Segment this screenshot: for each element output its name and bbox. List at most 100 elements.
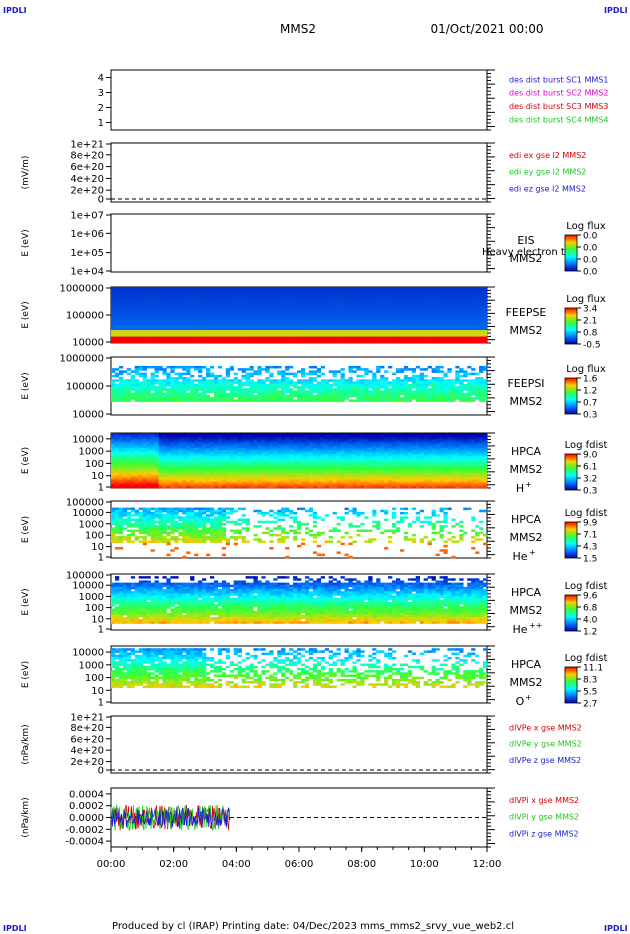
panel-5-cell bbox=[225, 392, 231, 396]
panel-4-cell bbox=[134, 302, 140, 305]
panel-4-cell bbox=[225, 323, 231, 327]
panel-4-cell bbox=[336, 299, 341, 303]
panel-4-cell bbox=[463, 289, 468, 292]
panel-5-cell bbox=[158, 397, 163, 400]
panel-4-cell bbox=[261, 338, 266, 342]
panel-4-cell bbox=[304, 299, 310, 303]
panel-4-cell bbox=[162, 321, 167, 324]
panel-6-cell bbox=[277, 483, 282, 487]
panel-5-cell bbox=[245, 368, 250, 371]
panel-6-cell bbox=[174, 462, 179, 466]
panel-4-cell bbox=[233, 310, 238, 314]
panel-5-cell bbox=[178, 399, 183, 402]
panel-4-cell bbox=[182, 299, 187, 303]
panel-6-cell bbox=[273, 441, 278, 444]
panel-4-cell bbox=[194, 332, 199, 335]
panel-5-cell bbox=[170, 388, 175, 391]
panel-4-cell bbox=[344, 332, 349, 335]
panel-4-cell bbox=[364, 308, 369, 311]
panel-6-cell bbox=[158, 460, 163, 463]
panel-5-cell bbox=[340, 374, 345, 378]
panel-5-cell bbox=[455, 372, 460, 376]
panel-4-cell bbox=[213, 302, 219, 305]
panel-5-cell bbox=[205, 397, 211, 400]
panel-5-cell bbox=[467, 392, 472, 396]
panel-5-cell bbox=[419, 388, 424, 391]
panel-4-cell bbox=[118, 310, 124, 314]
panel-5-cell bbox=[241, 399, 246, 402]
panel-5-cell bbox=[198, 368, 203, 371]
panel-4-cell bbox=[194, 291, 199, 294]
panel-4-cell bbox=[348, 295, 353, 299]
panel-4-cell bbox=[384, 295, 389, 299]
panel-6-cell bbox=[122, 468, 128, 472]
panel-4-cell bbox=[170, 321, 175, 324]
panel-5-cell bbox=[308, 383, 314, 387]
panel-6-cell bbox=[245, 477, 250, 480]
panel-4-cell bbox=[142, 327, 147, 331]
panel-5-cell bbox=[451, 399, 456, 402]
panel-4-cell bbox=[182, 330, 187, 333]
panel-4-cell bbox=[384, 287, 389, 290]
panel-5-cell bbox=[142, 399, 147, 402]
panel-6-cell bbox=[170, 481, 175, 485]
panel-4-cell bbox=[261, 310, 266, 314]
panel-6-cell bbox=[217, 481, 223, 485]
panel-4-cell bbox=[388, 312, 393, 316]
panel-4-cell bbox=[122, 315, 128, 318]
panel-5-cell bbox=[332, 397, 337, 400]
panel-4-cell bbox=[479, 287, 484, 290]
panel-5-cell bbox=[166, 365, 171, 369]
panel-5-cell bbox=[384, 392, 389, 396]
panel-4-cell bbox=[209, 312, 215, 316]
panel-5-cell bbox=[249, 394, 254, 398]
panel-4-cell bbox=[285, 306, 290, 309]
panel-6-cell bbox=[122, 447, 128, 451]
panel-6-cell bbox=[142, 475, 147, 478]
panel-5-cell bbox=[170, 377, 175, 380]
panel-4-cell bbox=[273, 306, 278, 309]
panel-5-cell bbox=[277, 399, 282, 402]
panel-5-cell bbox=[146, 394, 151, 398]
panel-5-cell bbox=[352, 383, 357, 387]
panel-5-cell bbox=[198, 379, 203, 382]
panel-4-cell bbox=[269, 310, 274, 314]
panel-5-cell bbox=[182, 386, 187, 389]
panel-6-cell bbox=[118, 433, 124, 436]
panel-4-cell bbox=[443, 325, 448, 329]
panel-4-cell bbox=[285, 336, 290, 339]
panel-6-cell bbox=[174, 435, 179, 438]
panel-4-cell bbox=[471, 340, 476, 344]
panel-4-cell bbox=[142, 295, 147, 299]
panel-5-cell bbox=[166, 379, 171, 382]
panel-4-cell bbox=[126, 304, 132, 307]
panel-6-cell bbox=[150, 483, 155, 487]
panel-6-cell bbox=[154, 471, 159, 474]
panel-6-cell bbox=[182, 449, 187, 453]
panel-4-cell bbox=[467, 295, 472, 299]
panel-4-cell bbox=[269, 327, 274, 331]
panel-6-cell bbox=[209, 435, 215, 438]
panel-4-cell bbox=[471, 317, 476, 320]
panel-6-cell bbox=[225, 447, 231, 451]
panel-5-cell bbox=[304, 383, 310, 387]
panel-5-cell bbox=[427, 392, 432, 396]
panel-5-cell bbox=[324, 390, 329, 393]
panel-4-cell bbox=[439, 317, 444, 320]
panel-4-cell bbox=[174, 317, 179, 320]
panel-4-cell bbox=[447, 319, 452, 322]
panel-4-cell bbox=[221, 327, 227, 331]
panel-5-cell bbox=[122, 399, 128, 402]
panel-5-cell bbox=[372, 394, 377, 398]
panel-6-cell bbox=[253, 479, 258, 482]
panel-6-cell bbox=[213, 481, 219, 485]
panel-5-cell bbox=[257, 394, 262, 398]
panel-5-cell bbox=[308, 370, 314, 373]
panel-4-cell bbox=[423, 340, 428, 344]
panel-4-cell bbox=[328, 302, 333, 305]
panel-6-cell bbox=[194, 462, 199, 466]
panel-5-cell bbox=[269, 392, 274, 396]
panel-4-cell bbox=[368, 330, 373, 333]
panel-4-cell bbox=[277, 325, 282, 329]
panel-4-cell bbox=[459, 312, 464, 316]
